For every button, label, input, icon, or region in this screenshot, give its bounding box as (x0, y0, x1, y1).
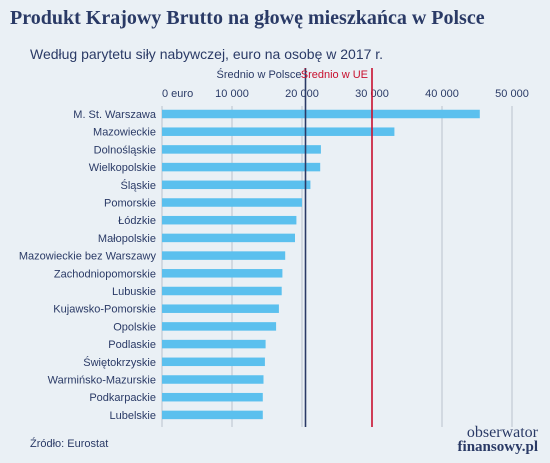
category-label: M. St. Warszawa (73, 109, 157, 121)
reference-line-label: Średnio w Polsce (217, 68, 302, 81)
bar (162, 180, 311, 190)
category-label: Warmińsko-Mazurskie (48, 375, 156, 387)
x-tick-label: 10 000 (215, 88, 249, 100)
category-label: Zachodniopomorskie (54, 268, 156, 280)
x-tick-label: 50 000 (495, 88, 529, 100)
reference-line-label: Średnio w UE (301, 68, 368, 81)
bar (162, 109, 480, 119)
chart-title: Produkt Krajowy Brutto na głowę mieszkań… (10, 7, 485, 29)
category-label: Podlaskie (108, 339, 156, 351)
bar (162, 304, 279, 313)
bar (162, 233, 295, 243)
category-label: Podkarpackie (89, 392, 156, 404)
bar (162, 215, 297, 225)
logo-line-1: obserwator (466, 424, 538, 441)
bar (162, 392, 263, 402)
bar (162, 162, 321, 172)
x-tick-label: 40 000 (425, 88, 459, 100)
category-label: Łódzkie (118, 215, 156, 227)
category-label: Lubelskie (110, 410, 156, 422)
bar (162, 145, 321, 154)
category-label: Małopolskie (98, 233, 156, 245)
logo-line-2: finansowy.pl (457, 439, 538, 455)
category-label: Mazowieckie bez Warszawy (19, 251, 157, 263)
category-label: Świętokrzyskie (83, 356, 156, 369)
bar (162, 251, 286, 260)
category-label: Dolnośląskie (94, 144, 156, 156)
bar (162, 198, 302, 207)
source-note: Źródło: Eurostat (30, 438, 109, 450)
bar (162, 357, 265, 367)
bar (162, 269, 283, 278)
category-label: Lubuskie (112, 286, 156, 298)
bar (162, 339, 266, 349)
publisher-logo: obserwator finansowy.pl (458, 425, 538, 455)
x-tick-label: 0 euro (162, 88, 193, 100)
bar (162, 286, 282, 296)
x-tick-label: 20 000 (285, 88, 319, 100)
category-label: Pomorskie (104, 198, 156, 210)
category-label: Opolskie (113, 321, 156, 333)
bar (162, 410, 263, 420)
category-label: Śląskie (121, 179, 156, 192)
bar (162, 127, 395, 136)
bar (162, 322, 277, 331)
chart-subtitle: Według parytetu siły nabywczej, euro na … (30, 46, 384, 62)
category-label: Wielkopolskie (89, 162, 156, 174)
bar (162, 375, 264, 384)
category-label: Kujawsko-Pomorskie (53, 304, 156, 316)
category-label: Mazowieckie (93, 127, 156, 139)
